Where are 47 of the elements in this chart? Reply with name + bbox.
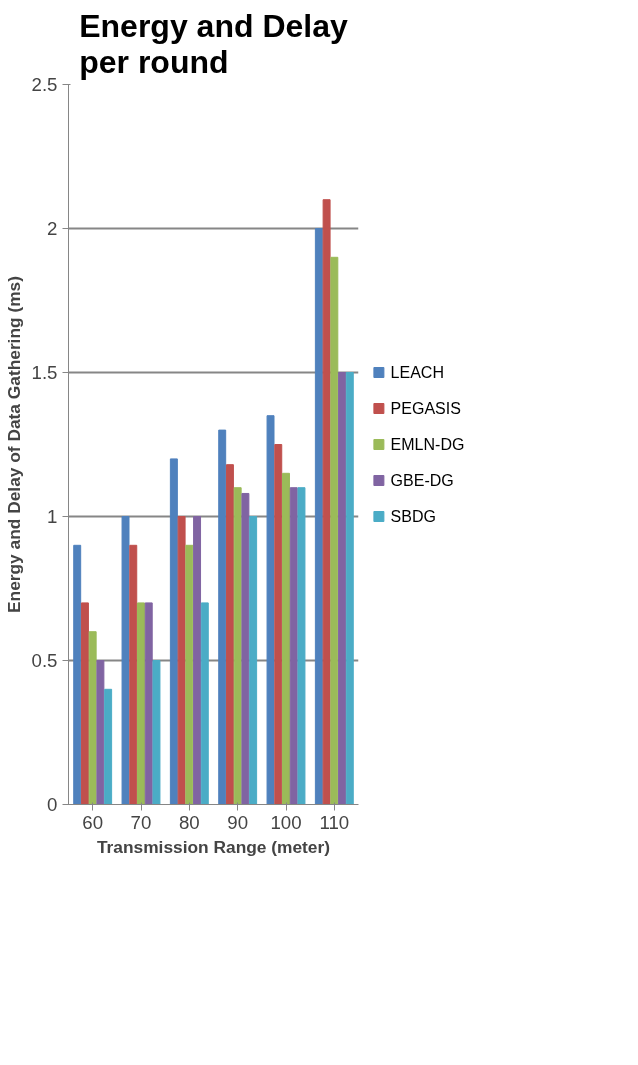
bar xyxy=(330,256,339,805)
x-tick-label: 110 xyxy=(319,811,350,833)
bar xyxy=(104,688,113,805)
bar xyxy=(297,487,306,805)
bar xyxy=(177,516,186,805)
x-tick-label: 80 xyxy=(178,811,200,833)
bar xyxy=(338,372,347,805)
bar xyxy=(88,631,97,805)
legend-label: EMLN-DG xyxy=(390,436,465,453)
bar xyxy=(200,602,209,805)
bar xyxy=(80,602,89,805)
y-axis-title: Energy and Delay of Data Gathering (ms) xyxy=(3,275,24,614)
y-tick-label: 0.5 xyxy=(31,650,58,671)
bar xyxy=(193,516,202,805)
bar xyxy=(218,429,227,805)
bar xyxy=(185,544,194,805)
legend-label: SBDG xyxy=(390,508,436,525)
bar xyxy=(266,415,275,805)
bar xyxy=(274,444,283,805)
bar xyxy=(282,472,290,805)
bar xyxy=(73,544,82,805)
bar xyxy=(96,660,105,805)
bar xyxy=(225,464,234,805)
legend-label: LEACH xyxy=(390,364,444,381)
y-tick-label: 1.5 xyxy=(31,362,58,383)
y-tick-label: 0 xyxy=(47,794,58,815)
bar xyxy=(121,516,130,805)
chart-title: Energy and Delay per round xyxy=(79,7,348,80)
y-tick-label: 2 xyxy=(47,218,58,239)
x-tick-label: 100 xyxy=(270,811,302,833)
bar xyxy=(169,458,178,805)
bar xyxy=(322,199,331,805)
bar xyxy=(144,602,153,805)
x-tick-label: 70 xyxy=(130,811,152,833)
bar xyxy=(137,602,145,805)
x-axis-title: Transmission Range (meter) xyxy=(96,836,331,857)
legend-label: GBE-DG xyxy=(390,472,454,489)
bar xyxy=(241,492,250,805)
bar xyxy=(345,372,354,805)
x-tick-label: 90 xyxy=(227,811,249,833)
y-tick-label: 2.5 xyxy=(31,74,58,95)
legend-label: PEGASIS xyxy=(390,400,461,417)
x-tick-label: 60 xyxy=(82,811,104,833)
bar xyxy=(152,660,161,805)
bar xyxy=(249,516,258,805)
bar xyxy=(129,544,138,805)
y-tick-label: 1 xyxy=(47,506,58,527)
